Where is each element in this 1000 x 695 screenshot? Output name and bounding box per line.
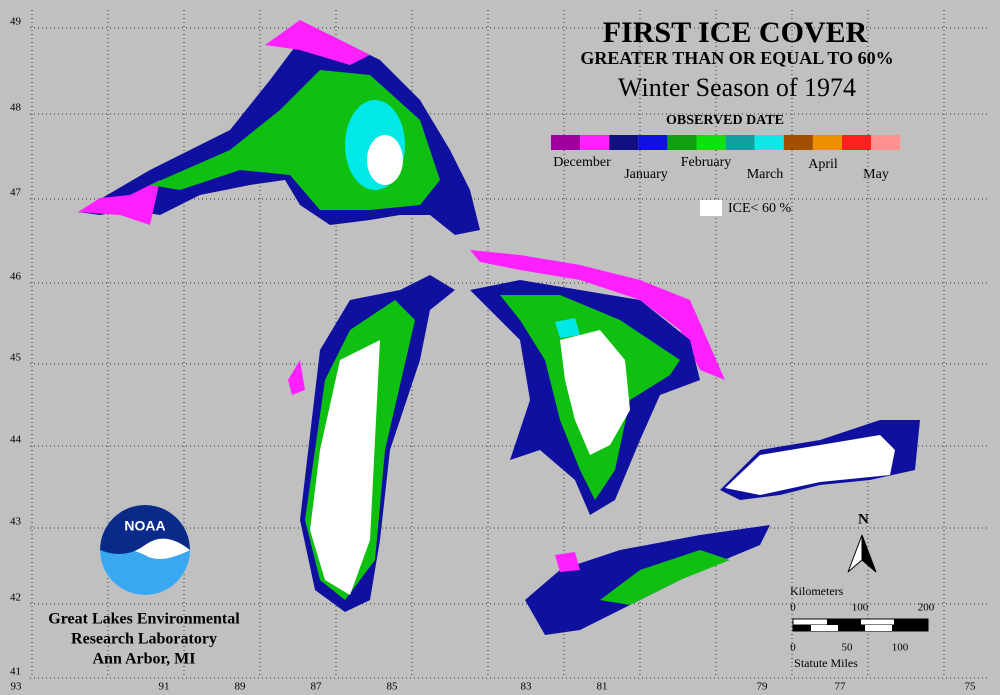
- km-tick: 100: [852, 602, 869, 614]
- legend-title: OBSERVED DATE: [666, 113, 784, 128]
- longitude-label: 75: [965, 681, 977, 693]
- lake-michigan: [288, 275, 455, 612]
- month-label: May: [863, 167, 889, 182]
- title: FIRST ICE COVER: [603, 16, 868, 49]
- month-label: December: [553, 155, 611, 170]
- km-label: Kilometers: [790, 584, 844, 598]
- longitude-label: 83: [521, 681, 533, 693]
- scale-bar: Kilometers Statute Miles 0 100 200 0 50 100: [790, 584, 935, 670]
- longitude-label: 89: [235, 681, 247, 693]
- ice-swatch: [700, 200, 722, 216]
- mi-label: Statute Miles: [794, 656, 858, 670]
- mi-tick: 0: [790, 642, 796, 654]
- latitude-label: 41: [10, 666, 21, 678]
- color-step: [725, 135, 755, 150]
- season: Winter Season of 1974: [618, 73, 856, 102]
- credit-line: Great Lakes Environmental: [48, 611, 240, 628]
- longitude-label: 87: [311, 681, 323, 693]
- color-step: [842, 135, 872, 150]
- credit-line: Research Laboratory: [71, 631, 217, 648]
- north-arrow: N: [847, 511, 877, 573]
- color-step: [812, 135, 842, 150]
- noaa-logo: NOAA: [100, 505, 190, 595]
- ice-label: ICE< 60 %: [728, 201, 791, 216]
- latitude-label: 45: [10, 352, 22, 364]
- legend-color-bar: December January February March April May: [551, 135, 901, 182]
- color-step: [696, 135, 726, 150]
- month-label: April: [808, 157, 838, 172]
- km-tick: 0: [790, 602, 796, 614]
- lake-superior: [78, 20, 480, 235]
- lake-ontario: [720, 420, 920, 500]
- latitude-label: 46: [10, 271, 22, 283]
- longitude-label: 85: [387, 681, 399, 693]
- north-label: N: [858, 511, 869, 527]
- latitude-label: 44: [10, 434, 22, 446]
- color-step: [609, 135, 639, 150]
- lake-erie: [525, 525, 770, 635]
- color-step: [551, 135, 581, 150]
- longitude-label: 79: [757, 681, 769, 693]
- credit-line: Ann Arbor, MI: [93, 651, 196, 668]
- longitude-label: 93: [11, 681, 23, 693]
- month-label: January: [624, 167, 668, 182]
- longitude-label: 77: [835, 681, 847, 693]
- latitude-label: 49: [10, 16, 22, 28]
- color-step: [783, 135, 813, 150]
- latitude-label: 42: [10, 592, 21, 604]
- latitude-label: 47: [10, 187, 22, 199]
- color-step: [667, 135, 697, 150]
- latitude-label: 48: [10, 102, 22, 114]
- mi-tick: 50: [842, 642, 854, 654]
- logo-text: NOAA: [124, 518, 165, 534]
- color-step: [754, 135, 784, 150]
- km-tick: 200: [918, 602, 935, 614]
- month-label: February: [681, 155, 732, 170]
- mi-tick: 100: [892, 642, 909, 654]
- latitude-label: 43: [10, 516, 22, 528]
- subtitle: GREATER THAN OR EQUAL TO 60%: [580, 48, 893, 68]
- month-label: March: [747, 167, 784, 182]
- longitude-label: 81: [597, 681, 608, 693]
- color-step: [871, 135, 901, 150]
- lake-huron: [470, 250, 725, 515]
- credit: Great Lakes Environmental Research Labora…: [48, 611, 240, 668]
- color-step: [638, 135, 668, 150]
- longitude-label: 91: [159, 681, 170, 693]
- color-step: [580, 135, 610, 150]
